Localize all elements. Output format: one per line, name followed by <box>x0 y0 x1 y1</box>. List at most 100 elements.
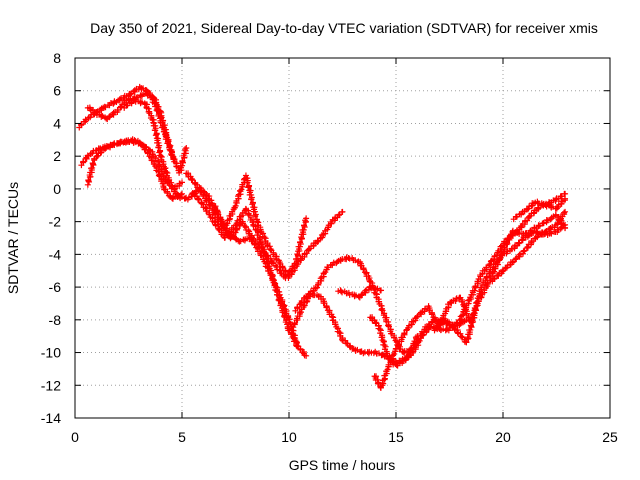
data-point <box>378 334 385 341</box>
data-point <box>293 342 300 349</box>
data-point <box>491 268 498 275</box>
plot-frame <box>74 57 611 419</box>
data-point <box>378 306 385 313</box>
data-point <box>138 99 145 106</box>
data-point <box>294 251 301 258</box>
data-point <box>385 322 392 329</box>
data-point <box>155 172 162 179</box>
data-point <box>106 114 113 121</box>
series-track-13 <box>371 221 569 391</box>
y-tick-label: -8 <box>49 312 62 328</box>
data-point <box>352 292 359 299</box>
data-point <box>336 329 343 336</box>
data-point <box>526 213 533 220</box>
data-point <box>516 251 523 258</box>
data-point <box>202 204 209 211</box>
data-point <box>339 289 346 296</box>
data-point <box>458 333 465 340</box>
data-point <box>168 183 175 190</box>
data-point <box>93 154 100 161</box>
y-tick-label: 6 <box>53 83 61 99</box>
data-point <box>471 287 478 294</box>
data-point <box>339 336 346 343</box>
data-point <box>156 149 163 156</box>
series-track-10 <box>290 290 421 369</box>
data-point <box>485 262 492 269</box>
chart-title: Day 350 of 2021, Sidereal Day-to-day VTE… <box>90 20 598 36</box>
data-point <box>267 246 274 253</box>
x-tick-label: 15 <box>388 429 404 445</box>
data-point <box>416 337 423 344</box>
data-point <box>391 350 398 357</box>
series-track-14 <box>431 190 569 346</box>
series-track-8 <box>211 172 346 282</box>
data-point <box>496 255 503 262</box>
data-point <box>533 228 540 235</box>
data-point <box>298 309 305 316</box>
series-track-2 <box>84 90 177 163</box>
data-point <box>542 228 549 235</box>
data-point <box>303 352 310 359</box>
data-point <box>562 208 569 215</box>
data-point <box>305 246 312 253</box>
data-point <box>384 366 391 373</box>
data-point <box>358 292 365 299</box>
data-point <box>273 263 280 270</box>
data-point <box>157 113 164 120</box>
y-tick-label: -12 <box>41 377 61 393</box>
data-point <box>256 236 263 243</box>
data-point <box>303 215 310 222</box>
data-points <box>76 83 569 391</box>
y-tick-label: -10 <box>41 345 61 361</box>
data-point <box>562 221 569 228</box>
data-point <box>355 293 362 300</box>
data-point <box>294 343 301 349</box>
data-point <box>167 142 174 149</box>
data-point <box>362 287 369 294</box>
y-tick-label: 0 <box>53 181 61 197</box>
data-point <box>339 208 346 215</box>
data-point <box>237 187 244 194</box>
data-point <box>313 284 320 291</box>
data-point <box>512 256 519 263</box>
series-track-11 <box>335 283 385 301</box>
data-point <box>457 330 464 337</box>
data-point <box>395 341 402 348</box>
data-point <box>232 229 239 236</box>
data-point <box>525 231 532 238</box>
y-tick-label: -2 <box>49 214 62 230</box>
data-point <box>215 225 222 232</box>
data-point <box>120 139 127 146</box>
x-axis-label: GPS time / hours <box>289 457 396 473</box>
series-track-12 <box>367 211 569 366</box>
grid-lines <box>75 58 610 418</box>
x-tick-label: 10 <box>281 429 297 445</box>
y-tick-label: 8 <box>53 50 61 66</box>
y-tick-label: -6 <box>49 279 62 295</box>
data-point <box>182 146 189 153</box>
data-point <box>170 156 177 163</box>
data-point <box>561 209 568 216</box>
x-tick-label: 0 <box>71 429 79 445</box>
data-point <box>562 195 569 202</box>
data-point <box>244 235 251 242</box>
x-tick-label: 20 <box>495 429 511 445</box>
series-track-15 <box>489 208 569 285</box>
axis-ticks: 0 5 10 15 20 25 -14 -12 -10 -8 -6 -4 -2 0 2 4 6 8 <box>41 50 618 445</box>
data-point <box>164 138 171 145</box>
data-point <box>238 186 245 193</box>
data-point <box>475 298 482 305</box>
data-point <box>280 313 287 320</box>
x-tick-label: 25 <box>602 429 618 445</box>
data-point <box>540 220 547 227</box>
y-tick-label: -4 <box>49 246 62 262</box>
data-point <box>413 313 420 320</box>
data-point <box>245 211 252 218</box>
data-point <box>179 179 185 186</box>
y-tick-label: -14 <box>41 410 61 426</box>
data-point <box>262 252 269 259</box>
data-point <box>152 132 159 139</box>
data-point <box>131 137 138 144</box>
y-axis-label: SDTVAR / TECUs <box>5 182 21 294</box>
